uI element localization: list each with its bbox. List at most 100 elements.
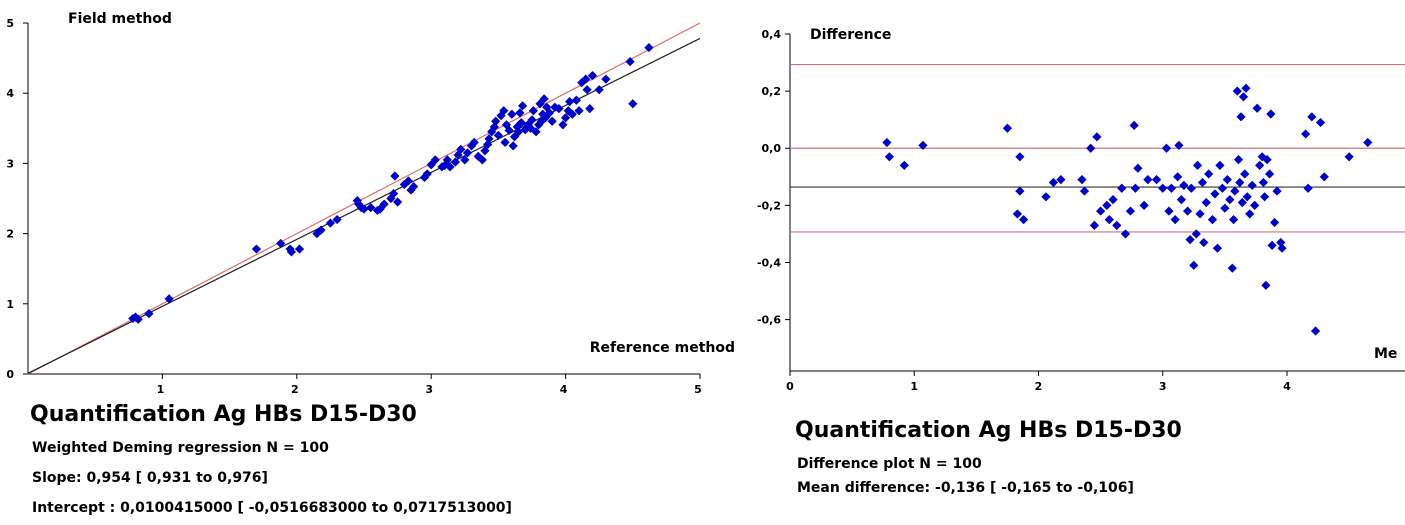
data-point [1164,206,1173,215]
data-point [1208,215,1217,224]
data-point [572,96,581,105]
data-point [1245,209,1254,218]
right-caption-difference-n: Difference plot N = 100 [797,456,982,472]
data-point [1092,132,1101,141]
y-tick-label: 4 [6,87,14,100]
data-point [1229,215,1238,224]
data-point [1140,201,1149,210]
data-point [529,106,538,115]
data-point [1260,192,1269,201]
data-point [1316,118,1325,127]
data-point [1199,238,1208,247]
data-point [1202,198,1211,207]
data-point [1255,161,1264,170]
x-tick-label: 1 [910,380,918,393]
data-point [1198,178,1207,187]
x-tick-label: 3 [1159,380,1167,393]
data-point [1215,161,1224,170]
data-point [1320,172,1329,181]
data-point [501,138,510,147]
x-tick-label: 2 [291,383,299,396]
data-point [1189,261,1198,270]
data-point [900,161,909,170]
data-point [1112,221,1121,230]
data-point [1223,175,1232,184]
y-tick-label: 0,0 [762,142,782,155]
data-point [1015,152,1024,161]
data-point [1003,124,1012,133]
data-point [1240,169,1249,178]
data-point [1248,181,1257,190]
data-point [1265,169,1274,178]
y-tick-label: -0,6 [757,314,781,327]
data-point [601,75,610,84]
left-caption-intercept: Intercept : 0,0100415000 [ -0,0516683000… [32,500,512,516]
data-point [885,152,894,161]
data-point [1345,152,1354,161]
data-point [1259,178,1268,187]
data-point [1013,209,1022,218]
data-point [1235,178,1244,187]
data-point [1363,138,1372,147]
data-point [1304,184,1313,193]
data-point [1096,206,1105,215]
data-point [390,171,399,180]
x-tick-label: 0 [786,380,794,393]
data-point [1041,192,1050,201]
y-tick-label: 0 [6,368,14,381]
y-tick-label: 2 [6,228,14,241]
data-point [1015,186,1024,195]
data-point [1102,201,1111,210]
data-point [1185,235,1194,244]
data-point [144,309,153,318]
data-point [1267,241,1276,250]
y-tick-label: -0,4 [757,256,781,269]
data-point [1253,104,1262,113]
data-point [1220,204,1229,213]
data-point [882,138,891,147]
data-point [1077,175,1086,184]
data-point [1105,215,1114,224]
deming-regression-panel: 1 2 3 4 5 0 1 2 3 4 5 Field method Reference method … [0,0,740,525]
data-point [1213,244,1222,253]
data-point [1204,169,1213,178]
identity-line [28,23,700,374]
data-point [1171,215,1180,224]
y-tick-label: 5 [6,17,14,30]
y-tick-label: 0,2 [762,85,782,98]
difference-plot-panel: 0 1 2 3 4 0,4 0,2 0,0 -0,2 -0,4 -0,6 Difference Me Q… [740,0,1405,525]
data-point [1230,186,1239,195]
x-tick-label: 4 [1283,380,1291,393]
x-tick-label: 2 [1035,380,1043,393]
y-tick-label: 1 [6,298,14,311]
data-point [1233,87,1242,96]
data-point [1266,109,1275,118]
x-tick-label: 3 [425,383,433,396]
data-point [1131,184,1140,193]
data-point [1301,129,1310,138]
right-caption-title: Quantification Ag HBs D15-D30 [795,418,1182,443]
data-point [507,110,516,119]
data-point [1307,112,1316,121]
data-point [1121,229,1130,238]
data-point [1193,161,1202,170]
y-axis-title: Field method [68,11,172,27]
left-caption-slope: Slope: 0,954 [ 0,931 to 0,976] [32,470,268,486]
data-point [1183,206,1192,215]
data-point [1210,189,1219,198]
data-point [1272,186,1281,195]
data-point [1192,229,1201,238]
data-point [1225,195,1234,204]
data-point [1173,172,1182,181]
data-point [1195,209,1204,218]
data-point [1152,175,1161,184]
data-point [252,244,261,253]
data-point [1130,121,1139,130]
data-point [1162,144,1171,153]
data-point [628,99,637,108]
data-point [1239,92,1248,101]
data-point [1117,184,1126,193]
data-point [1108,195,1117,204]
data-point [1080,186,1089,195]
x-axis-title: Reference method [590,340,735,356]
